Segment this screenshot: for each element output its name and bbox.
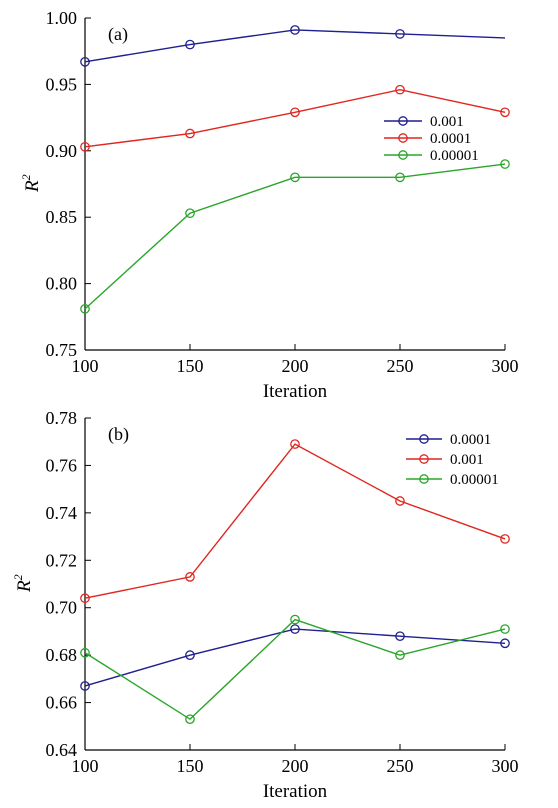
data-point (80, 141, 90, 152)
x-tick-label: 100 (72, 756, 99, 776)
data-point (185, 39, 195, 50)
series-line-0.00001 (84, 618, 506, 721)
x-axis-title: Iteration (263, 781, 328, 802)
data-point (80, 303, 90, 314)
data-point (290, 172, 300, 183)
data-point (500, 534, 510, 544)
legend-label: 0.001 (450, 452, 484, 468)
data-point (185, 572, 195, 582)
x-tick-label: 250 (387, 756, 414, 776)
data-point (395, 29, 405, 39)
y-tick-label: 0.64 (46, 740, 78, 760)
data-point (395, 84, 405, 95)
y-tick-label: 0.70 (46, 598, 78, 618)
panel-a: 100 150 200 250 300 0.75 0.80 0.85 0.90 0.95 1.00 I… (19, 8, 519, 402)
data-point (185, 128, 195, 139)
y-axis-title: R2 (19, 174, 43, 193)
data-point (500, 159, 510, 169)
y-tick-label: 0.90 (46, 141, 78, 161)
data-point (395, 172, 405, 183)
x-tick-label: 300 (492, 356, 519, 376)
x-tick-label: 300 (492, 756, 519, 776)
data-point (185, 208, 195, 219)
data-point (80, 647, 90, 658)
y-axis-title: R2 (11, 574, 35, 593)
legend-label: 0.0001 (430, 131, 471, 147)
y-tick-label: 1.00 (46, 8, 78, 28)
series-line-0.0001 (84, 628, 506, 687)
legend-marker (398, 133, 408, 143)
x-tick-label: 200 (282, 356, 309, 376)
y-tick-label: 0.85 (46, 207, 78, 227)
panel-label: (b) (108, 424, 129, 445)
panel-label: (a) (108, 24, 128, 45)
y-tick-label: 0.78 (46, 408, 78, 428)
y-tick-label: 0.68 (46, 645, 78, 665)
legend-marker (419, 454, 429, 464)
data-point (290, 25, 300, 35)
data-point (395, 496, 405, 506)
y-axis-title-superscript: 2 (11, 574, 25, 580)
x-tick-label: 250 (387, 356, 414, 376)
legend-marker (398, 116, 408, 126)
x-tick-label: 150 (177, 756, 204, 776)
series-line-0.001 (84, 29, 506, 63)
data-point (500, 624, 510, 634)
series-line-0.001 (84, 443, 506, 599)
data-point (80, 593, 90, 604)
data-point (290, 614, 300, 625)
y-tick-label: 0.75 (46, 340, 78, 360)
series-line-0.0001 (84, 88, 506, 148)
legend-marker (419, 434, 429, 444)
legend-label: 0.001 (430, 114, 464, 130)
series-line-0.00001 (84, 163, 506, 310)
y-axis-title-symbol: R (14, 580, 35, 593)
y-tick-label: 0.74 (46, 503, 78, 523)
data-point (80, 56, 90, 67)
data-point (395, 631, 405, 642)
y-tick-label: 0.72 (46, 550, 78, 570)
data-point (185, 650, 195, 660)
legend-label: 0.00001 (430, 148, 479, 164)
data-point (500, 638, 510, 649)
x-axis-title: Iteration (263, 381, 328, 402)
data-point (290, 439, 300, 449)
legend-marker (419, 474, 429, 484)
data-point (395, 650, 405, 660)
legend-label: 0.00001 (450, 472, 499, 488)
y-tick-label: 0.76 (46, 455, 78, 475)
y-tick-label: 0.95 (46, 74, 78, 94)
legend-marker (398, 150, 408, 160)
panel-b: 100 150 200 250 300 0.64 0.66 0.68 0.70 0.72 0.74 0… (11, 408, 519, 802)
x-tick-label: 150 (177, 356, 204, 376)
y-axis-title-symbol: R (22, 180, 43, 193)
data-point (290, 107, 300, 118)
x-tick-label: 200 (282, 756, 309, 776)
y-tick-label: 0.80 (46, 274, 78, 294)
legend-label: 0.0001 (450, 432, 491, 448)
y-tick-label: 0.66 (46, 693, 78, 713)
data-point (290, 624, 300, 634)
data-point (185, 714, 195, 725)
data-point (80, 681, 90, 691)
y-axis-title-superscript: 2 (19, 174, 33, 180)
x-tick-label: 100 (72, 356, 99, 376)
data-point (500, 107, 510, 118)
